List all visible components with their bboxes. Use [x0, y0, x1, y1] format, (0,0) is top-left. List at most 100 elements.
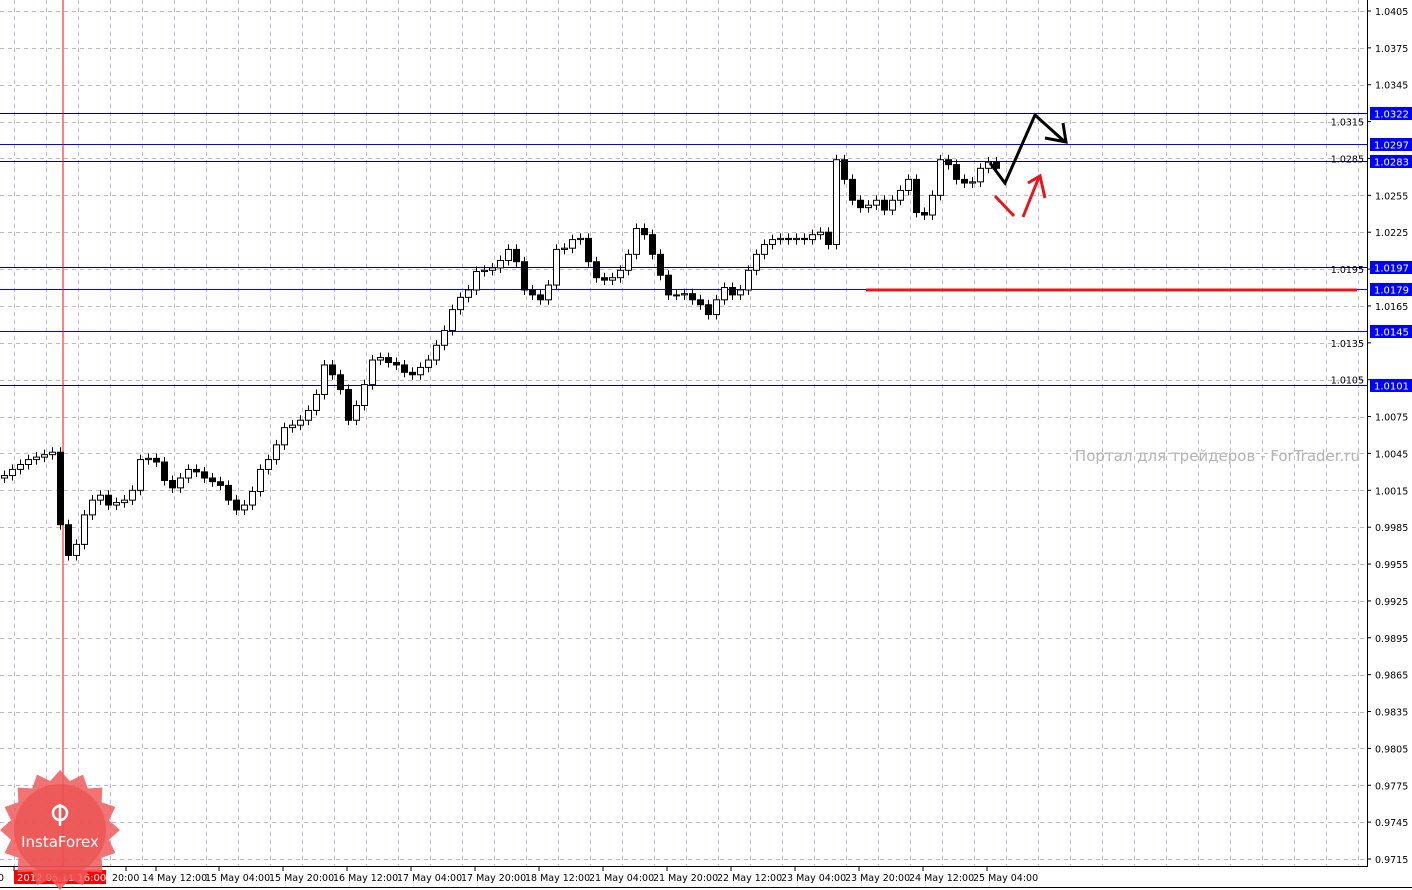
candle-body: [169, 479, 176, 489]
candle-body: [905, 178, 912, 191]
x-tick-label: 23 May 20:00: [845, 873, 910, 884]
candle-body: [617, 269, 624, 279]
level-price-badge: [1370, 107, 1412, 120]
candle-body: [217, 481, 224, 486]
candle-body: [745, 269, 752, 291]
candle-body: [409, 371, 416, 376]
candle-body: [481, 269, 488, 273]
forecast-arrow: [988, 112, 1067, 186]
candle-body: [257, 468, 264, 493]
y-tick-label: 1.0165: [1375, 302, 1408, 313]
y-tick-label: 0.9925: [1375, 597, 1408, 608]
candle-body: [1, 475, 8, 479]
candle-body: [505, 248, 512, 261]
candle-body: [249, 491, 256, 506]
candle-body: [145, 457, 152, 461]
candle-body: [9, 468, 16, 477]
candle-body: [369, 359, 376, 386]
candle-body: [857, 199, 864, 209]
y-tick-label: 1.0105: [1331, 376, 1364, 387]
candle-body: [401, 364, 408, 373]
y-tick-label: 1.0285: [1331, 154, 1364, 165]
candle-body: [937, 159, 944, 196]
candle-body: [969, 181, 976, 184]
candle-body: [345, 389, 352, 421]
candle-body: [241, 504, 248, 511]
horizontal-levels: [0, 113, 1367, 386]
candle-body: [625, 253, 632, 271]
candle-body: [649, 234, 656, 255]
candle-body: [73, 543, 80, 556]
level-price-label: 1.0179: [1374, 286, 1409, 297]
candle-body: [673, 294, 680, 297]
x-tick-label: 21 May 20:00: [653, 873, 718, 884]
alt-arrow-down: [993, 194, 1016, 218]
candle-body: [577, 237, 584, 241]
level-price-badge: [1370, 325, 1412, 338]
candle-body: [729, 287, 736, 296]
candle-body: [329, 364, 336, 376]
x-tick-label: 16 May 12:00: [333, 873, 398, 884]
candle-body: [785, 237, 792, 241]
candle-body: [81, 514, 88, 545]
candle-body: [321, 364, 328, 395]
candle-body: [65, 524, 72, 556]
candle-body: [809, 234, 816, 241]
level-price-label: 1.0322: [1374, 110, 1409, 121]
candle-body: [97, 494, 104, 501]
logo-text: InstaForex: [21, 833, 99, 851]
level-price-label: 1.0283: [1374, 158, 1409, 169]
x-tick-label: 21 May 04:00: [589, 873, 654, 884]
level-price-label: 1.0145: [1374, 328, 1409, 339]
candle-body: [689, 293, 696, 301]
candle-body: [537, 294, 544, 301]
candle-body: [929, 194, 936, 216]
level-price-badge: [1370, 155, 1412, 168]
candle-body: [137, 459, 144, 491]
candle-body: [753, 253, 760, 271]
candle-body: [289, 424, 296, 429]
candle-body: [889, 199, 896, 211]
candle-body: [265, 459, 272, 470]
candle-body: [281, 427, 288, 446]
x-tick-label: 15 May 04:00: [205, 873, 270, 884]
candle-body: [233, 499, 240, 511]
y-tick-label: 0.9775: [1375, 781, 1408, 792]
y-tick-label: 1.0045: [1375, 449, 1408, 460]
grid: [0, 0, 1366, 866]
candle-body: [977, 167, 984, 183]
x-tick-label: 20:00: [112, 873, 139, 884]
candle-body: [945, 159, 952, 166]
x-tick-label: 17 May 20:00: [461, 873, 526, 884]
candle-body: [41, 454, 48, 458]
candle-body: [545, 284, 552, 301]
candle-body: [425, 359, 432, 368]
candle-body: [377, 357, 384, 361]
y-tick-label: 1.0375: [1375, 44, 1408, 55]
candle-body: [801, 237, 808, 241]
candle-body: [393, 361, 400, 366]
candle-body: [89, 499, 96, 516]
candle-body: [473, 271, 480, 291]
x-tick-label: 22 May 12:00: [717, 873, 782, 884]
y-tick-label: 1.0075: [1375, 413, 1408, 424]
candle-body: [641, 228, 648, 236]
candle-body: [705, 304, 712, 316]
candle-body: [865, 204, 872, 209]
candle-body: [681, 293, 688, 296]
candle-body: [553, 248, 560, 286]
y-tick-label: 0.9745: [1375, 818, 1408, 829]
candle-body: [665, 274, 672, 296]
y-tick-label: 0.9865: [1375, 671, 1408, 682]
y-tick-label: 1.0135: [1331, 339, 1364, 350]
candle-body: [385, 357, 392, 363]
candle-body: [449, 309, 456, 332]
y-tick-label: 0.9805: [1375, 744, 1408, 755]
candle-body: [921, 212, 928, 216]
candle-body: [441, 330, 448, 346]
x-tick-label: 17 May 04:00: [397, 873, 462, 884]
candle-body: [737, 289, 744, 296]
candle-body: [177, 477, 184, 489]
alt-arrow-up: [1021, 176, 1041, 218]
